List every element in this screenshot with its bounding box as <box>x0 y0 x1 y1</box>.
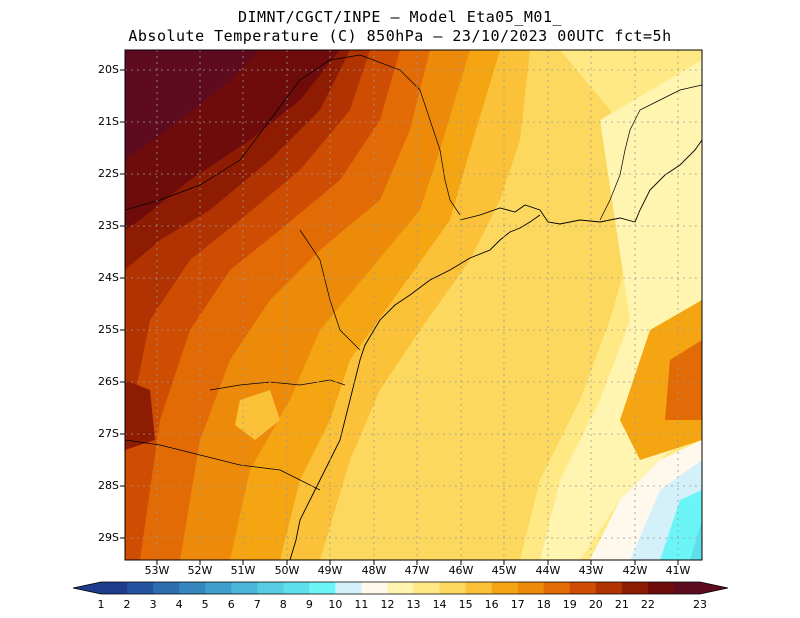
lon-label: 49W <box>317 564 343 577</box>
colorbar-label: 10 <box>328 598 343 611</box>
colorbar-swatch <box>309 582 336 594</box>
grid-lines <box>125 50 702 560</box>
lon-label: 46W <box>448 564 474 577</box>
colorbar-swatch <box>179 582 206 594</box>
colorbar-swatch <box>439 582 467 594</box>
lat-label: 25S <box>98 323 119 336</box>
axis-ticks <box>120 69 679 565</box>
colorbar-swatch <box>205 582 232 594</box>
colorbar-swatch <box>673 582 701 594</box>
lat-label: 21S <box>98 115 119 128</box>
lon-label: 50W <box>274 564 300 577</box>
lon-label: 42W <box>622 564 648 577</box>
colorbar-swatch <box>127 582 154 594</box>
colorbar-swatch <box>387 582 415 594</box>
field-band-15-pocket <box>235 390 280 440</box>
colorbar-swatch <box>595 582 623 594</box>
colorbar-label: 4 <box>175 598 183 611</box>
lon-label: 41W <box>665 564 691 577</box>
temperature-field <box>125 50 702 560</box>
colorbar-swatch <box>621 582 649 594</box>
colorbar-label: 13 <box>406 598 421 611</box>
colorbar-swatch <box>543 582 571 594</box>
colorbar-label: 11 <box>354 598 369 611</box>
lon-label: 45W <box>491 564 517 577</box>
colorbar-label: 23 <box>693 598 707 611</box>
colorbar-label: 15 <box>458 598 473 611</box>
lat-label: 24S <box>98 271 119 284</box>
colorbar-label: 17 <box>510 598 525 611</box>
lon-label: 43W <box>578 564 604 577</box>
field-band-9-se <box>660 490 702 560</box>
colorbar-label: 9 <box>305 598 313 611</box>
colorbar-swatch <box>647 582 675 594</box>
colorbar-label: 6 <box>227 598 235 611</box>
colorbar-swatch <box>491 582 519 594</box>
coastline <box>289 139 702 560</box>
colorbar-label: 7 <box>253 598 261 611</box>
field-band-8-se <box>690 520 702 560</box>
state-borders <box>125 54 702 491</box>
lat-label: 22S <box>98 167 119 180</box>
field-band-21-west <box>125 380 155 450</box>
colorbar-swatch <box>335 582 362 594</box>
colorbar-label: 19 <box>562 598 577 611</box>
field-band-23 <box>125 50 260 160</box>
colorbar-label: 18 <box>536 598 551 611</box>
lon-label: 47W <box>404 564 430 577</box>
colorbar-label: 22 <box>640 598 655 611</box>
colorbar-swatch <box>283 582 310 594</box>
lat-label: 27S <box>98 427 119 440</box>
colorbar-label: 5 <box>201 598 209 611</box>
lon-label: 52W <box>187 564 213 577</box>
colorbar-swatch <box>257 582 284 594</box>
lat-label: 23S <box>98 219 119 232</box>
colorbar <box>72 581 729 595</box>
lat-label: 29S <box>98 531 119 544</box>
colorbar-swatch <box>413 582 441 594</box>
colorbar-swatch <box>231 582 258 594</box>
field-band-18-se <box>665 340 702 420</box>
colorbar-swatch <box>101 582 128 594</box>
lat-label: 20S <box>98 63 119 76</box>
colorbar-label: 21 <box>614 598 629 611</box>
colorbar-label: 2 <box>123 598 131 611</box>
colorbar-label: 14 <box>432 598 447 611</box>
colorbar-label: 8 <box>279 598 287 611</box>
lon-label: 51W <box>230 564 256 577</box>
colorbar-swatch <box>361 582 388 594</box>
colorbar-arrow-left <box>73 582 101 594</box>
map-frame <box>124 49 703 561</box>
lon-label: 44W <box>535 564 561 577</box>
colorbar-label: 12 <box>380 598 395 611</box>
colorbar-arrow-right <box>700 582 728 594</box>
lat-label: 26S <box>98 375 119 388</box>
colorbar-swatch <box>153 582 180 594</box>
colorbar-swatch <box>465 582 493 594</box>
lon-label: 53W <box>144 564 170 577</box>
colorbar-swatch <box>517 582 545 594</box>
chart-title-line-1: DIMNT/CGCT/INPE — Model Eta05_M01_ <box>237 8 563 26</box>
colorbar-label: 20 <box>588 598 603 611</box>
colorbar-outline <box>72 581 729 595</box>
colorbar-label: 1 <box>97 598 105 611</box>
colorbar-label: 16 <box>484 598 499 611</box>
lat-label: 28S <box>98 479 119 492</box>
lon-label: 48W <box>361 564 387 577</box>
chart-title-line-2: Absolute Temperature (C) 850hPa — 23/10/… <box>128 27 672 45</box>
colorbar-label: 3 <box>149 598 157 611</box>
colorbar-swatch <box>569 582 597 594</box>
